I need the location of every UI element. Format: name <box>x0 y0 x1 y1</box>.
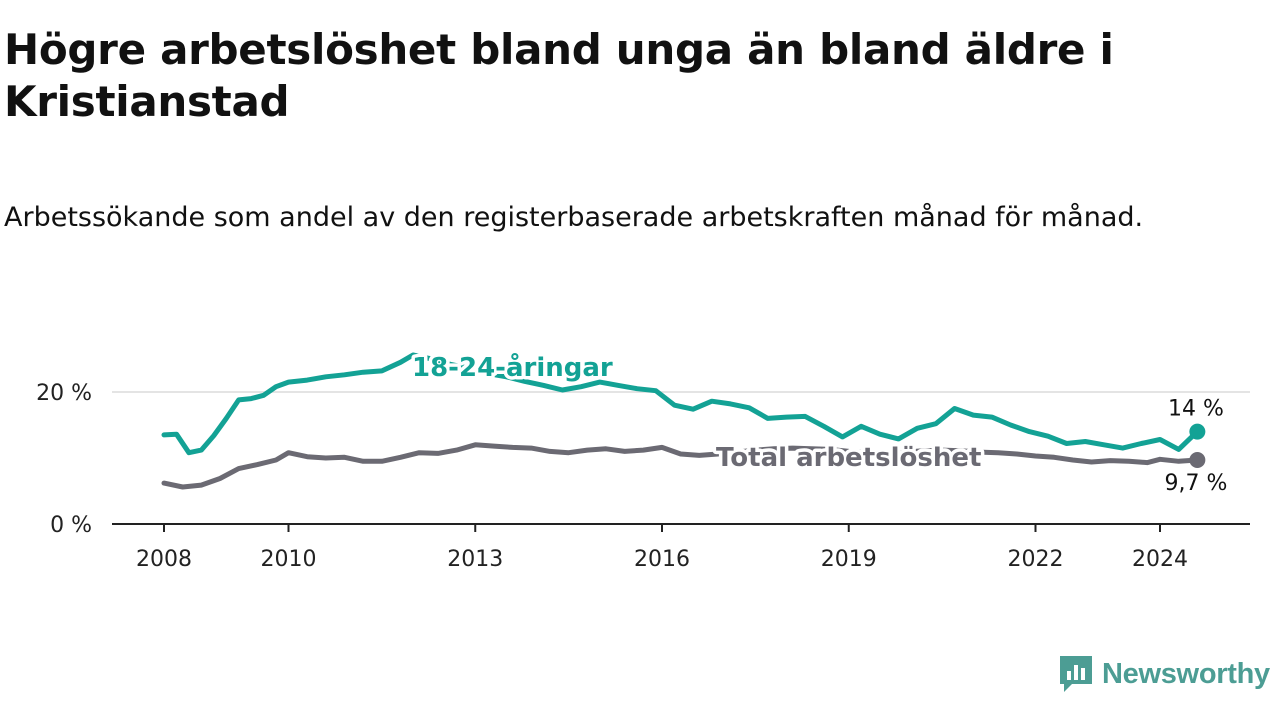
x-tick-label: 2010 <box>261 547 317 572</box>
newsworthy-logo-icon <box>1060 656 1092 692</box>
x-tick-label: 2024 <box>1132 547 1188 572</box>
chart-title: Högre arbetslöshet bland unga än bland ä… <box>4 25 1114 126</box>
brand-name: Newsworthy <box>1102 657 1270 690</box>
end-value-youth: 14 % <box>1168 397 1224 422</box>
series-end-marker <box>1189 423 1206 440</box>
series-line-total <box>161 442 1200 490</box>
x-tick-label: 2022 <box>1008 547 1064 572</box>
chart-subtitle: Arbetssökande som andel av den registerb… <box>4 202 1144 233</box>
newsworthy-logo: Newsworthy <box>1058 654 1270 694</box>
x-tick-label: 2019 <box>821 547 877 572</box>
y-tick-label: 0 % <box>50 513 92 538</box>
series-line-youth <box>161 352 1200 456</box>
y-tick-label: 20 % <box>36 381 92 406</box>
end-value-total: 9,7 % <box>1165 471 1228 496</box>
series-end-marker <box>1189 451 1206 468</box>
x-tick-label: 2016 <box>634 547 690 572</box>
series-label-total: Total arbetslöshet <box>716 443 981 473</box>
x-tick-label: 2013 <box>447 547 503 572</box>
x-tick-label: 2008 <box>136 547 192 572</box>
series-label-youth: 18-24-åringar <box>412 351 613 383</box>
